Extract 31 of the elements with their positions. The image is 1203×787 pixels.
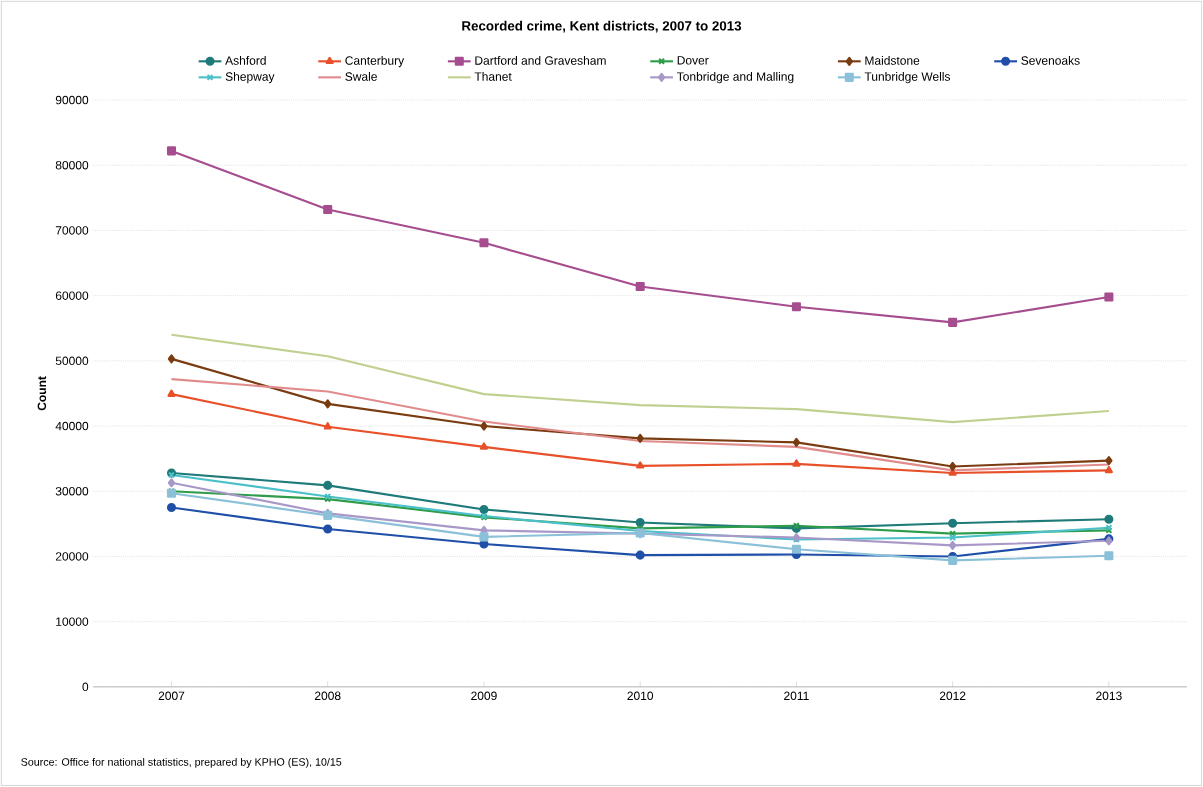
legend-label: Ashford [225, 56, 266, 65]
x-tick-label: 2008 [314, 691, 341, 701]
y-tick-label: 30000 [55, 487, 89, 496]
legend-label: Swale [345, 72, 377, 81]
y-tick-label: 20000 [55, 552, 89, 561]
legend-label: Maidstone [865, 56, 920, 65]
y-tick-label: 80000 [55, 161, 89, 170]
x-tick-label: 2011 [784, 691, 809, 701]
legend-label: Canterbury [345, 56, 405, 68]
legend-label: Shepway [225, 72, 275, 84]
x-tick-label: 2007 [158, 691, 185, 701]
x-tick-label: 2012 [939, 691, 966, 701]
y-tick-label: 40000 [55, 421, 89, 431]
legend-label: Tonbridge and Malling [677, 72, 794, 84]
y-tick-label: 0 [82, 682, 89, 692]
legend-label: Dover [677, 56, 709, 65]
legend-label: Sevenoaks [1021, 56, 1080, 65]
y-axis-title: Count [37, 376, 47, 411]
legend-label: Thanet [474, 72, 512, 81]
chart-title: Recorded crime, Kent districts, 2007 to 2013 [462, 20, 742, 33]
y-tick-label: 70000 [55, 226, 89, 235]
source-note: Source: Office for national statistics, prepared by KPHO (ES), 10/15 [21, 757, 342, 768]
legend-label: Tunbridge Wells [864, 72, 951, 84]
x-tick-label: 2009 [471, 691, 497, 701]
x-tick-label: 2013 [1096, 691, 1122, 701]
y-tick-label: 10000 [56, 617, 89, 626]
y-tick-label: 60000 [55, 291, 89, 300]
y-tick-label: 50000 [55, 356, 89, 366]
legend-label: Dartford and Gravesham [475, 56, 606, 65]
x-tick-label: 2010 [627, 691, 654, 701]
y-tick-label: 90000 [55, 95, 89, 105]
